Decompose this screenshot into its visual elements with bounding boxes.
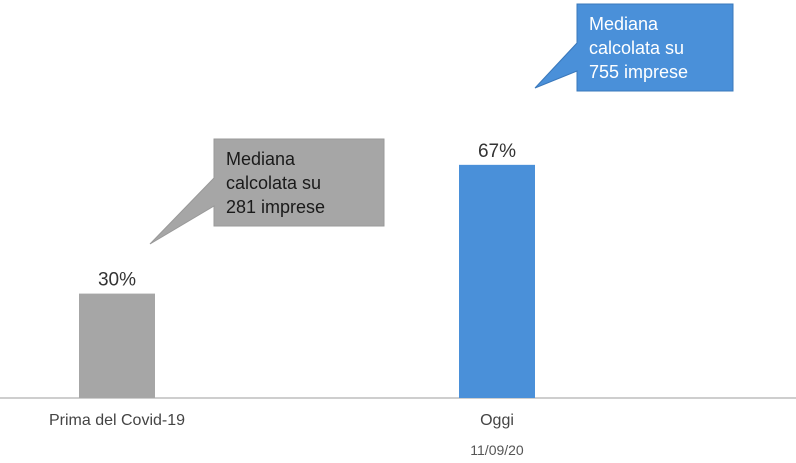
callout-line-3-prima: 281 imprese [226, 197, 325, 217]
bar-oggi [459, 164, 535, 398]
category-sublabel-oggi: 11/09/20 [470, 442, 524, 458]
value-label-oggi: 67% [478, 141, 516, 162]
bar-prima-del-covid [79, 293, 155, 398]
callout-shape-prima-del-covid [149, 138, 385, 245]
category-label-prima-del-covid: Prima del Covid-19 [49, 412, 185, 429]
callout-prima-del-covid: Mediana calcolata su 281 imprese [149, 138, 385, 245]
callout-line-2-prima: calcolata su [226, 173, 321, 193]
callout-line-1-prima: Mediana [226, 149, 296, 169]
callout-shape-oggi [534, 3, 734, 92]
value-label-prima-del-covid: 30% [98, 270, 136, 291]
callout-line-1-oggi: Mediana [589, 14, 659, 34]
callout-oggi: Mediana calcolata su 755 imprese [534, 3, 734, 92]
callout-line-2-oggi: calcolata su [589, 38, 684, 58]
callout-line-3-oggi: 755 imprese [589, 62, 688, 82]
category-label-oggi: Oggi [480, 412, 514, 429]
